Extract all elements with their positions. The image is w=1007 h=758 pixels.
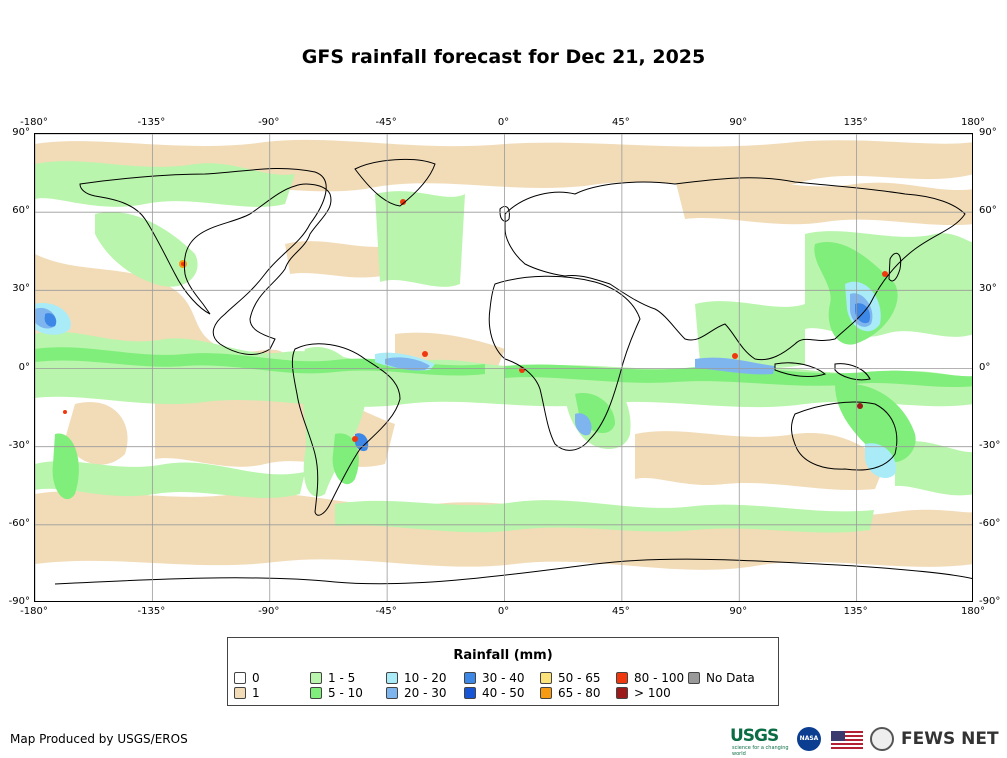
latitude-label: -60° (979, 517, 1001, 529)
rainfall-1-5mm-areas (35, 161, 972, 533)
longitude-label: 45° (612, 117, 630, 128)
longitude-label: 180° (960, 606, 986, 617)
legend-item: 5 - 10 (310, 687, 363, 700)
longitude-label: 90° (729, 606, 748, 617)
longitude-label: 180° (960, 117, 986, 128)
latitude-label: 90° (12, 127, 30, 138)
legend-item: 1 (234, 687, 260, 700)
legend-label: 1 (252, 686, 260, 700)
latitude-label: 0° (979, 361, 991, 373)
latitude-label: -90° (8, 596, 30, 607)
legend-swatch (386, 687, 398, 699)
latitude-label: 60° (12, 205, 30, 217)
legend-swatch (540, 687, 552, 699)
latitude-label: 30° (12, 283, 30, 295)
latitude-label: -30° (979, 439, 1001, 451)
latitude-label: -30° (8, 439, 30, 451)
legend-label: 0 (252, 671, 260, 685)
latitude-label: 90° (979, 127, 997, 138)
legend-swatch (386, 672, 398, 684)
legend-label: 1 - 5 (328, 671, 356, 685)
legend-label: 50 - 65 (558, 671, 601, 685)
map-title: GFS rainfall forecast for Dec 21, 2025 (301, 46, 706, 68)
legend-item: 50 - 65 (540, 672, 601, 685)
us-flag-icon (831, 731, 863, 749)
legend-item: 65 - 80 (540, 687, 601, 700)
legend-swatch (464, 672, 476, 684)
legend-swatch (310, 687, 322, 699)
longitude-label: 0° (497, 606, 510, 617)
legend-swatch (616, 687, 628, 699)
rainfall-map (34, 133, 973, 602)
legend-swatch (310, 672, 322, 684)
latitude-label: 0° (18, 361, 30, 373)
latitude-label: 60° (979, 205, 997, 217)
longitude-label: -135° (137, 117, 166, 128)
legend-title: Rainfall (mm) (453, 648, 553, 663)
usgs-logo: USGS science for a changing world (730, 726, 792, 757)
legend-item: 30 - 40 (464, 672, 525, 685)
longitude-label: -180° (20, 117, 48, 128)
legend-swatch (234, 672, 246, 684)
legend-label: 10 - 20 (404, 671, 447, 685)
legend-label: 65 - 80 (558, 686, 601, 700)
legend-label: 40 - 50 (482, 686, 525, 700)
longitude-label: -180° (20, 606, 48, 617)
legend-item: 80 - 100 (616, 672, 684, 685)
longitude-label: 135° (843, 117, 868, 128)
legend-item: 10 - 20 (386, 672, 447, 685)
legend-label: 5 - 10 (328, 686, 363, 700)
longitude-label: 0° (497, 117, 510, 128)
legend-label: 20 - 30 (404, 686, 447, 700)
latitude-label: -90° (979, 596, 1001, 607)
longitude-label: 135° (843, 606, 868, 617)
legend-swatch (540, 672, 552, 684)
graticule (35, 134, 972, 601)
usgs-tagline: science for a changing world (732, 745, 789, 757)
legend-item: 20 - 30 (386, 687, 447, 700)
rainfall-map-canvas (35, 134, 972, 601)
legend-swatch (464, 687, 476, 699)
legend-item: No Data (688, 672, 755, 685)
map-credit: Map Produced by USGS/EROS (10, 732, 188, 746)
nasa-logo: NASA (797, 727, 821, 751)
longitude-label: -90° (258, 117, 280, 128)
legend-item: 1 - 5 (310, 672, 355, 685)
longitude-label: 45° (612, 606, 630, 617)
latitude-label: 30° (979, 283, 997, 295)
rainfall-1mm-areas (35, 139, 972, 570)
longitude-label: 90° (729, 117, 748, 128)
longitude-label: -90° (258, 606, 280, 617)
longitude-label: -45° (375, 117, 397, 128)
state-department-seal-icon (870, 727, 894, 751)
legend-swatch (616, 672, 628, 684)
legend-label: No Data (706, 671, 755, 685)
legend-item: > 100 (616, 687, 671, 700)
legend-swatch (688, 672, 700, 684)
legend-label: 30 - 40 (482, 671, 525, 685)
legend-item: 40 - 50 (464, 687, 525, 700)
legend-label: 80 - 100 (634, 671, 685, 685)
longitude-label: -135° (137, 606, 166, 617)
longitude-label: -45° (375, 606, 397, 617)
latitude-label: -60° (8, 517, 30, 529)
fews-net-logo: FEWS NET (901, 729, 999, 749)
legend-label: > 100 (634, 686, 671, 700)
legend-swatch (234, 687, 246, 699)
usgs-logo-text: USGS (730, 726, 779, 746)
legend-item: 0 (234, 672, 260, 685)
